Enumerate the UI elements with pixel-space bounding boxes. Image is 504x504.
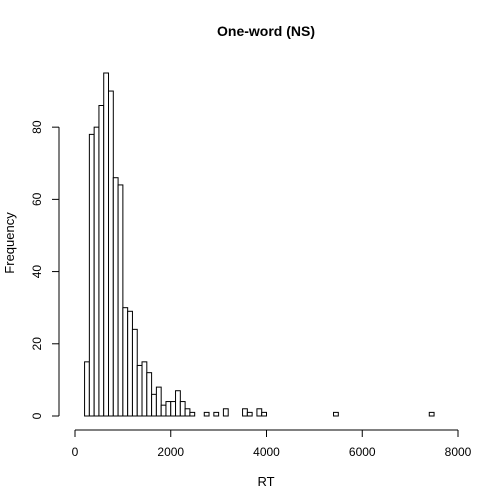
histogram-bar (127, 310, 133, 417)
y-tick-label: 20 (30, 337, 44, 351)
histogram-bar (146, 372, 153, 417)
histogram-bar (98, 104, 105, 417)
histogram-bar (117, 184, 124, 417)
histogram-bar (256, 408, 263, 417)
histogram-bar (103, 72, 110, 417)
x-axis: 0 2000 4000 6000 8000 (72, 429, 472, 459)
histogram-bar (131, 328, 138, 417)
histogram-bar (242, 408, 248, 417)
x-tick-label: 6000 (349, 445, 376, 459)
histogram-bar (165, 401, 172, 417)
histogram-bar (175, 390, 181, 417)
chart-title: One-word (NS) (217, 23, 315, 39)
histogram-bar (155, 386, 162, 417)
y-tick-label: 80 (30, 120, 44, 134)
histogram-bar (88, 133, 95, 417)
histogram-bar (108, 90, 114, 417)
x-tick-label: 0 (72, 445, 79, 459)
histogram-bar (160, 404, 167, 417)
histogram-bar (428, 411, 435, 417)
histogram-bar (136, 364, 143, 417)
histogram-bar (93, 126, 100, 417)
x-tick-label: 4000 (253, 445, 280, 459)
histogram-bar (112, 177, 119, 417)
histogram-bar (246, 411, 253, 417)
histogram-bar (84, 361, 90, 417)
histogram-bar (222, 408, 229, 417)
histogram-bar (333, 411, 339, 417)
x-axis-label: RT (257, 474, 274, 489)
x-tick-label: 8000 (445, 445, 472, 459)
histogram-bars (84, 72, 435, 417)
x-tick-label: 2000 (157, 445, 184, 459)
histogram-bar (203, 411, 210, 417)
y-tick-label: 60 (30, 192, 44, 206)
histogram-bar (213, 411, 220, 417)
y-tick-label: 40 (30, 265, 44, 279)
y-tick-label: 0 (30, 412, 44, 419)
histogram-bar (151, 393, 157, 417)
histogram-bar (179, 401, 186, 417)
histogram-bar (122, 307, 129, 417)
histogram-bar (141, 361, 148, 417)
histogram-bar (170, 401, 177, 417)
histogram-bar (184, 408, 191, 417)
y-axis: 0 20 40 60 80 (30, 120, 60, 419)
histogram-bar (261, 411, 267, 417)
y-axis-label: Frequency (2, 212, 17, 274)
histogram-bar (189, 411, 196, 417)
